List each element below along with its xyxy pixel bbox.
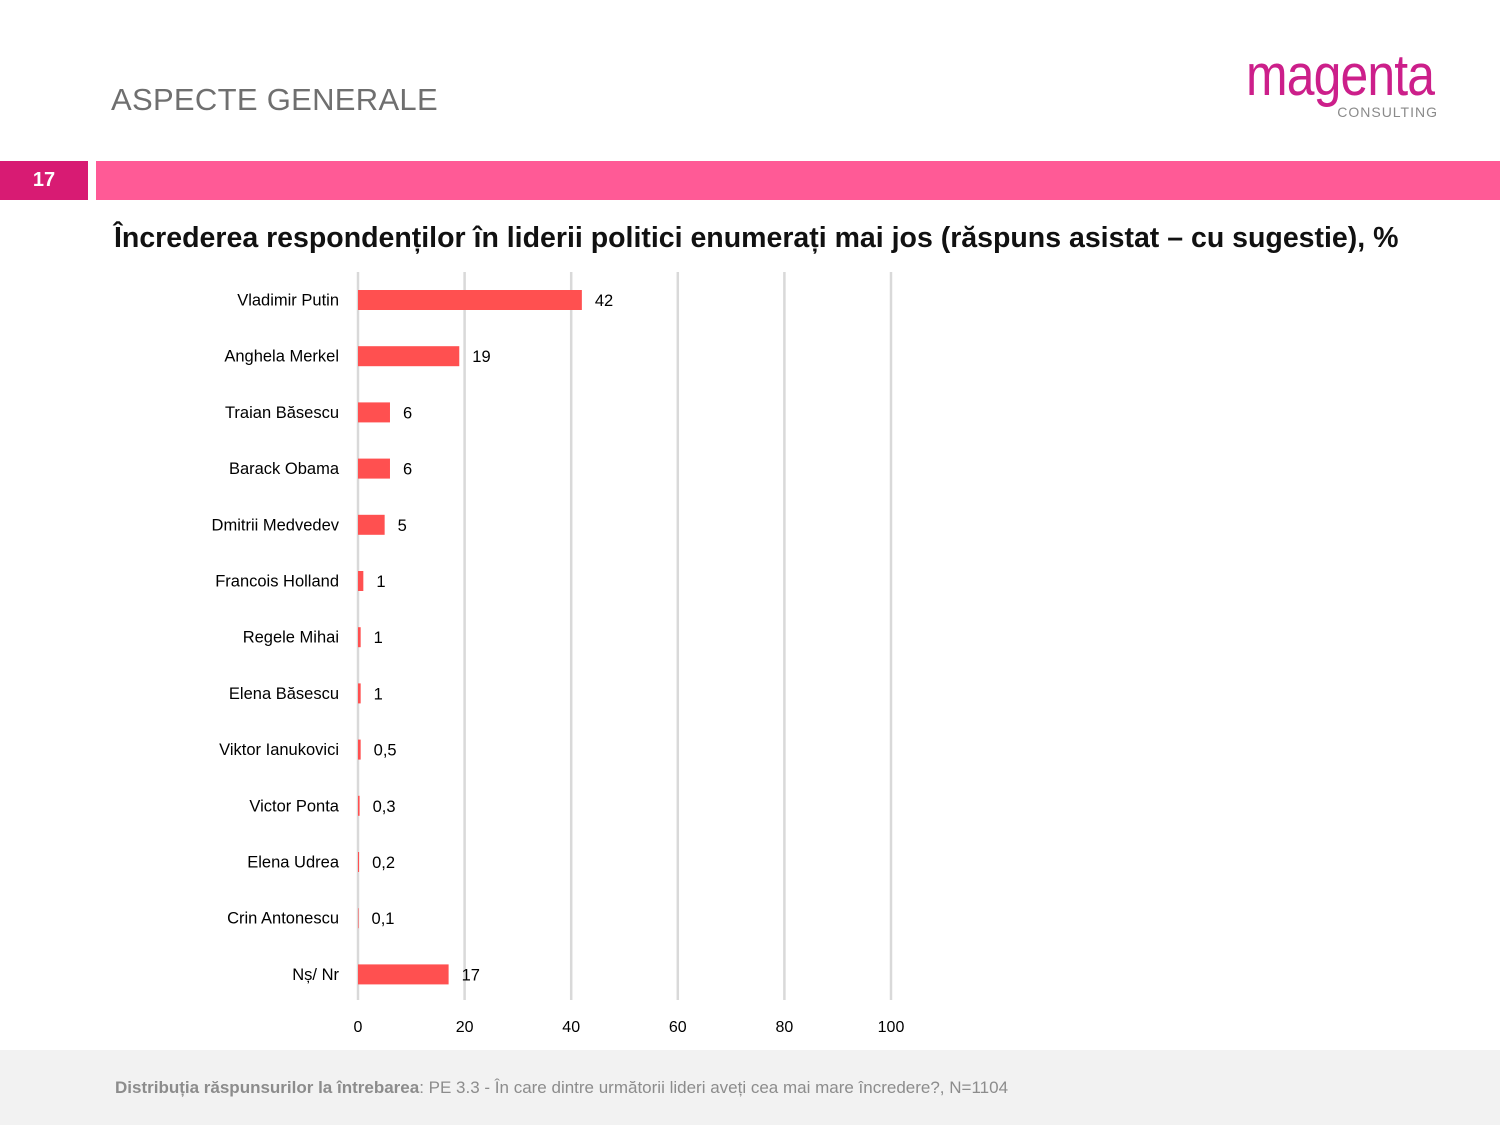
x-tick-label: 60: [669, 1019, 687, 1036]
x-tick-label: 100: [878, 1019, 905, 1036]
bar: [358, 346, 460, 367]
data-label: 0,2: [372, 854, 395, 872]
x-tick-label: 40: [562, 1019, 580, 1036]
bar: [358, 852, 360, 872]
bar: [358, 290, 582, 310]
category-label: Anghela Merkel: [224, 348, 339, 366]
x-tick-label: 80: [776, 1019, 794, 1036]
bar: [358, 908, 359, 929]
bar: [358, 795, 360, 816]
header-accent-bar: [96, 161, 1500, 200]
bar: [358, 402, 390, 423]
category-label: Crin Antonescu: [227, 910, 339, 928]
logo-wordmark: magenta: [1246, 43, 1435, 108]
data-label: 0,3: [373, 798, 396, 816]
bar: [358, 739, 361, 760]
footer-question: : PE 3.3 - În care dintre următorii lide…: [419, 1078, 1009, 1097]
category-label: Viktor Ianukovici: [219, 741, 339, 759]
data-label: 1: [374, 629, 383, 647]
footer-note: Distribuția răspunsurilor la întrebarea:…: [115, 1078, 1008, 1098]
data-label: 0,1: [372, 910, 395, 928]
category-label: Barack Obama: [229, 460, 340, 478]
bar: [358, 458, 390, 479]
category-label: Francois Holland: [215, 573, 339, 591]
data-label: 6: [403, 461, 412, 479]
footer: Distribuția răspunsurilor la întrebarea:…: [0, 1050, 1500, 1125]
data-label: 5: [398, 517, 407, 535]
bar: [358, 627, 361, 648]
category-label: Nș/ Nr: [292, 966, 339, 984]
category-label: Vladimir Putin: [237, 292, 339, 310]
bar: [358, 571, 364, 591]
page-number-badge: 17: [0, 161, 88, 200]
category-label: Elena Băsescu: [229, 685, 339, 703]
data-label: 1: [374, 685, 383, 703]
data-label: 42: [595, 292, 613, 310]
chart-title: Încrederea respondenților în liderii pol…: [114, 222, 1399, 254]
data-label: 19: [472, 348, 490, 366]
category-label: Elena Udrea: [247, 854, 340, 872]
x-tick-label: 0: [354, 1019, 363, 1036]
bar: [358, 514, 385, 535]
data-label: 6: [403, 404, 412, 422]
category-label: Dmitrii Medvedev: [212, 516, 340, 534]
data-label: 1: [376, 573, 385, 591]
logo-subtitle: CONSULTING: [1337, 104, 1438, 120]
data-label: 0,5: [374, 742, 397, 760]
footer-label: Distribuția răspunsurilor la întrebarea: [115, 1078, 420, 1097]
x-tick-label: 20: [456, 1019, 474, 1036]
bar: [358, 683, 361, 704]
category-label: Regele Mihai: [243, 629, 339, 647]
category-label: Traian Băsescu: [225, 404, 339, 422]
category-label: Victor Ponta: [249, 797, 339, 815]
bar: [358, 964, 449, 985]
data-label: 17: [462, 966, 480, 984]
magenta-logo: magenta CONSULTING: [1246, 43, 1440, 122]
bar-chart: 0 20 40 60 80 100 Vladimir Putin 42 Anghela Merk…: [212, 272, 905, 1036]
section-title: ASPECTE GENERALE: [111, 82, 438, 117]
